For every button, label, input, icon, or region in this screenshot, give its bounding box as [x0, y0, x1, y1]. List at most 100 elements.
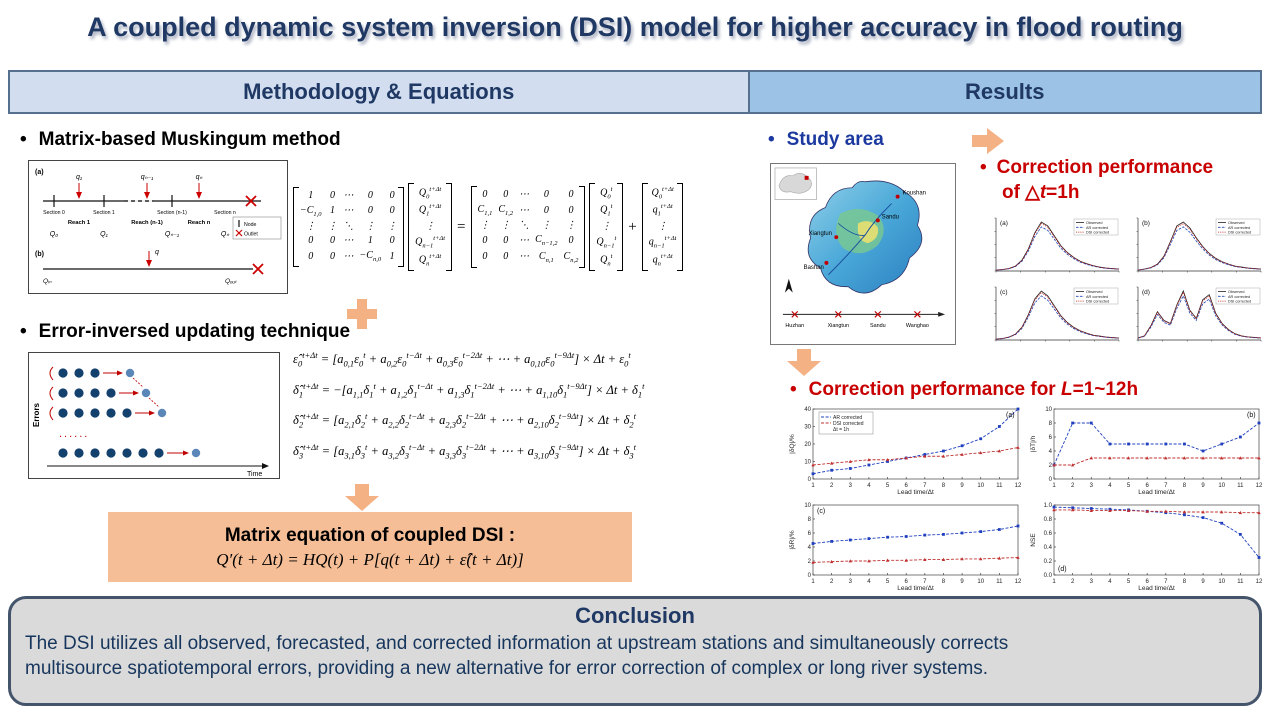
matrix-cell: −Cn,0: [359, 249, 382, 263]
svg-text:1: 1: [811, 483, 815, 489]
svg-text:(a): (a): [1000, 220, 1008, 227]
svg-text:11: 11: [1237, 483, 1244, 489]
svg-text:7: 7: [1164, 483, 1168, 489]
svg-text:6: 6: [905, 579, 909, 585]
errors-diagram: Errors ...... Time: [28, 352, 280, 479]
legend-node-label: Node: [244, 222, 257, 228]
section-n1-label: Section (n-1): [157, 210, 187, 216]
svg-text:8: 8: [1183, 579, 1187, 585]
matrix-cell: 0: [330, 235, 336, 247]
svg-text:6: 6: [1146, 483, 1150, 489]
matrix-cell: 0: [482, 189, 488, 201]
svg-text:Lead time/Δt: Lead time/Δt: [897, 585, 934, 592]
Qn1-label: Qₙ₋₁: [165, 231, 180, 238]
svg-text:(a): (a): [1006, 412, 1015, 419]
svg-text:7: 7: [923, 579, 927, 585]
svg-text:12: 12: [1015, 579, 1022, 585]
matrix-cell: Qnt: [600, 252, 613, 268]
svg-text:7: 7: [923, 483, 927, 489]
svg-text:10: 10: [1218, 579, 1225, 585]
svg-text:2: 2: [808, 559, 812, 565]
svg-text:AR corrected: AR corrected: [1228, 295, 1250, 299]
matrix-cell: ⋮: [565, 219, 576, 231]
svg-text:12: 12: [1256, 579, 1263, 585]
matrix-cell: ⋮: [601, 220, 612, 232]
metric-chart-grid: 0 10 20 30 40 1 2 3 4 5 6 7 8 9 10 11 12 Lead time/Δt |δQ|…: [787, 404, 1264, 592]
station-koushan-label: Koushan: [903, 191, 926, 197]
svg-text:DSI corrected: DSI corrected: [833, 421, 864, 427]
matrix-cell: C1,2: [498, 203, 514, 217]
matrix-cell: ⋯: [519, 204, 530, 216]
Q1-label: Q₁: [100, 231, 108, 238]
svg-text:20: 20: [804, 442, 811, 448]
matrix-cell: 0: [503, 189, 509, 201]
svg-text:DSI corrected: DSI corrected: [1086, 300, 1109, 304]
station-bashan-label: Bashan: [804, 265, 824, 271]
heading-error-inversed: • Error-inversed updating technique: [20, 320, 350, 344]
equals-sign: =: [457, 218, 466, 235]
time-axis-label: Time: [247, 471, 262, 478]
svg-text:3: 3: [849, 579, 853, 585]
svg-text:5: 5: [1127, 483, 1131, 489]
ellipsis-dots: ......: [59, 428, 89, 440]
matrix-cell: ⋯: [519, 235, 530, 247]
svg-text:DSI corrected: DSI corrected: [1228, 300, 1251, 304]
heading-correction-dt1h: • Correction performance of △t=1h: [980, 156, 1270, 205]
heading-muskingum-label: Matrix-based Muskingum method: [38, 129, 341, 150]
conclusion-title: Conclusion: [575, 603, 695, 628]
svg-text:NSE: NSE: [1030, 533, 1037, 547]
Q0-label: Q₀: [50, 231, 58, 238]
section1-label: Section 1: [93, 210, 115, 216]
Qn-label: Qₙ: [221, 231, 229, 238]
matrix-cell: qn−1t+Δt: [648, 235, 677, 250]
svg-text:DSI corrected: DSI corrected: [1228, 231, 1251, 235]
plus-sign: +: [628, 218, 637, 235]
matrix-equation: 1 0 ⋯ 0 0 −C1,0 1 ⋯ 0 0 ⋮ ⋮ ⋱ ⋮ ⋮ 0 0 ⋯ 1 0 0 0 ⋯ −Cn,0 1 Q0t+Δt…: [293, 156, 761, 298]
reach-n-label: Reach n: [188, 220, 211, 226]
svg-text:7: 7: [1164, 579, 1168, 585]
svg-text:10: 10: [977, 483, 984, 489]
plus-connector-icon: [347, 299, 377, 329]
matrix-cell: Qnt+Δt: [418, 252, 442, 268]
matrix-cell: 0: [330, 190, 336, 202]
svg-text:0: 0: [808, 477, 812, 483]
matrix-cell: ⋮: [541, 219, 552, 231]
bullet-icon: •: [20, 321, 27, 342]
matrix-cell: ⋱: [519, 219, 530, 231]
heading-muskingum: • Matrix-based Muskingum method: [20, 128, 341, 152]
matrix-cell: 0: [308, 235, 314, 247]
svg-text:Observed: Observed: [1228, 290, 1244, 294]
svg-text:9: 9: [1201, 483, 1205, 489]
svg-text:3: 3: [1090, 483, 1094, 489]
matrix-cell: 0: [482, 235, 488, 247]
matrix-cell: qnt+Δt: [652, 252, 673, 268]
matrix-cell: Cn,1: [538, 250, 554, 264]
matrix-cell: ⋯: [343, 235, 354, 247]
svg-text:1.0: 1.0: [1044, 503, 1053, 509]
svg-text:AR corrected: AR corrected: [1228, 226, 1250, 230]
matrix-cell: ⋯: [519, 251, 530, 263]
svg-text:4: 4: [1049, 449, 1053, 455]
svg-text:(b): (b): [1142, 220, 1150, 227]
bullet-icon: •: [790, 379, 797, 400]
equation-line-4: δ̂3t+Δt = [a3,1δ3t + a3,2δ3t−Δt + a3,3δ3…: [293, 441, 637, 461]
matrix-cell: 0: [543, 204, 549, 216]
svg-text:3: 3: [849, 483, 853, 489]
matrix-cell: Q0t+Δt: [418, 185, 442, 201]
heading-correction-lead-time: • Correction performance for L=1~12h: [790, 378, 1138, 402]
page-title: A coupled dynamic system inversion (DSI)…: [87, 12, 1183, 42]
matrix-cell: ⋮: [387, 220, 398, 232]
section0-label: Section 0: [43, 210, 65, 216]
heading-study-area-label: Study area: [786, 129, 884, 150]
matrix-cell: ⋯: [343, 190, 354, 202]
matrix-cell: 0: [568, 204, 574, 216]
svg-text:0: 0: [1049, 477, 1053, 483]
svg-text:AR corrected: AR corrected: [1086, 295, 1108, 299]
svg-text:Δt = 1h: Δt = 1h: [833, 427, 849, 433]
svg-text:1: 1: [811, 579, 815, 585]
q-label: q: [155, 249, 159, 256]
